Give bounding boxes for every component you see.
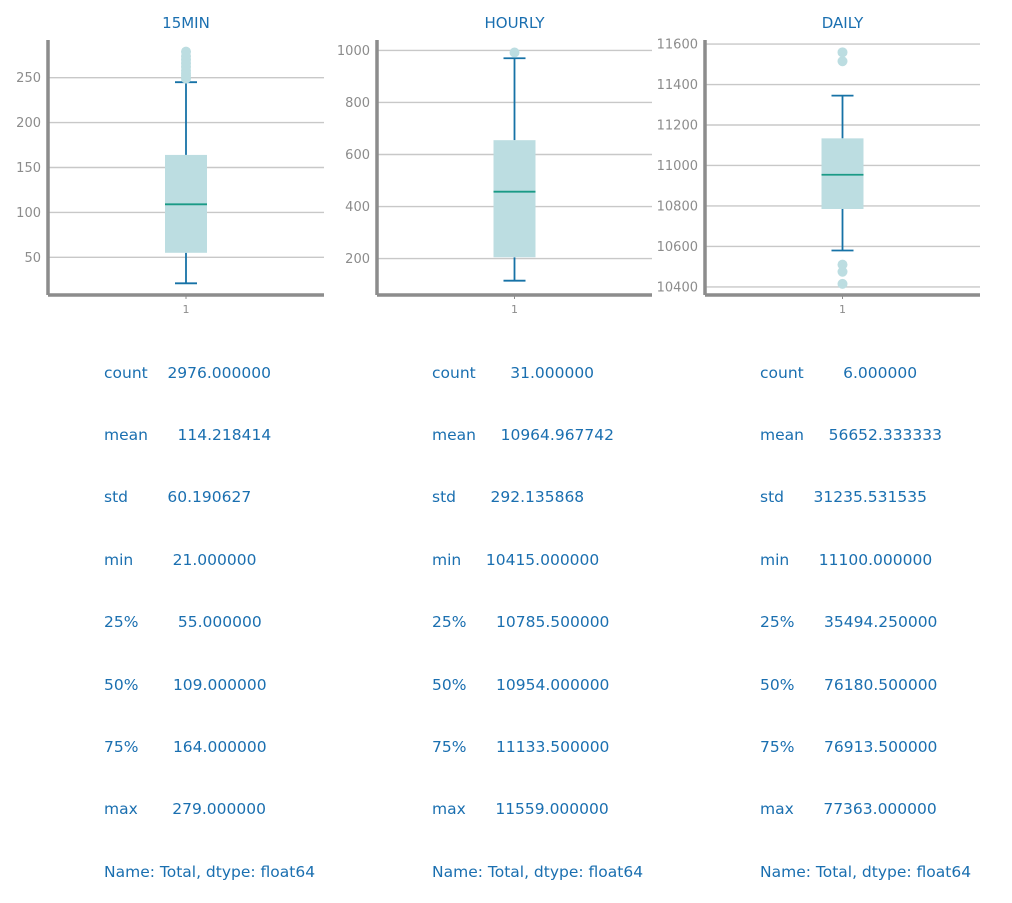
stats-line: max 11559.000000 [432,800,609,819]
x-tick-label: 1 [511,303,518,316]
y-tick-label: 400 [345,200,370,215]
y-tick-label: 50 [24,251,41,266]
y-tick-label: 150 [16,161,41,176]
stats-line: min 11100.000000 [760,550,933,569]
boxplot-figure: 15MIN 50 100 150 200 250 1 HOURLY 200 400 600 800 10… [16,14,980,316]
outlier-point [837,259,848,270]
stats-line: std 31235.531535 [760,488,927,507]
stats-line: 50% 109.000000 [104,675,267,694]
y-tick-label: 11400 [657,78,698,93]
chart-title: DAILY [822,14,864,32]
stats-line: 25% 35494.250000 [760,613,938,632]
y-tick-label: 10400 [657,280,698,295]
y-tick-label: 600 [345,148,370,163]
stats-line: 75% 164.000000 [104,737,267,756]
stats-line: std 60.190627 [104,488,252,507]
stats-line: mean 114.218414 [104,425,272,444]
stats-line: mean 56652.333333 [760,425,942,444]
stats-line: Name: Total, dtype: float64 [432,862,644,881]
y-tick-label: 11200 [657,119,698,134]
x-tick-label: 1 [839,303,846,316]
stats-line: count 6.000000 [760,363,918,382]
outlier-point [837,56,848,67]
y-tick-label: 250 [16,71,41,86]
stats-line: std 292.135868 [432,488,585,507]
stats-line: count 31.000000 [432,363,595,382]
outlier-point [837,266,848,277]
stats-line: count 2976.000000 [104,363,271,382]
stats-line: 75% 11133.500000 [432,737,610,756]
stats-panel-3: count 6.000000 mean 56652.333333 std 312… [760,321,971,903]
outlier-point [837,278,848,289]
y-tick-label: 800 [345,96,370,111]
outlier-point [181,46,191,57]
stats-line: Name: Total, dtype: float64 [760,862,972,881]
chart-panel-1: 15MIN 50 100 150 200 250 1 [16,14,324,316]
chart-panel-2: HOURLY 200 400 600 800 1000 1 [337,14,652,316]
stats-line: 25% 55.000000 [104,613,262,632]
stats-line: 50% 10954.000000 [432,675,610,694]
stats-line: max 279.000000 [104,800,266,819]
box [493,140,536,258]
chart-title: 15MIN [162,14,210,32]
stats-line: max 77363.000000 [760,800,937,819]
y-tick-label: 10800 [657,199,698,214]
y-tick-label: 200 [16,116,41,131]
y-tick-label: 1000 [337,44,370,59]
stats-line: min 21.000000 [104,550,257,569]
stats-line: Name: Total, dtype: float64 [104,862,316,881]
y-tick-label: 10600 [657,240,698,255]
stats-line: 75% 76913.500000 [760,737,938,756]
stats-panel-1: count 2976.000000 mean 114.218414 std 60… [104,321,315,903]
chart-title: HOURLY [484,14,545,32]
stats-line: min 10415.000000 [432,550,600,569]
y-tick-label: 200 [345,252,370,267]
stats-line: 25% 10785.500000 [432,613,610,632]
stats-line: mean 10964.967742 [432,425,614,444]
outlier-point [837,47,848,58]
outlier-point [509,47,520,58]
stats-panel-2: count 31.000000 mean 10964.967742 std 29… [432,321,643,903]
x-tick-label: 1 [183,303,190,316]
box [821,138,864,209]
y-tick-label: 11600 [657,38,698,53]
y-tick-label: 100 [16,206,41,221]
stats-line: 50% 76180.500000 [760,675,938,694]
y-tick-label: 11000 [657,159,698,174]
chart-panel-3: DAILY 10400 10600 10800 11000 11200 11400 11600… [657,14,980,316]
